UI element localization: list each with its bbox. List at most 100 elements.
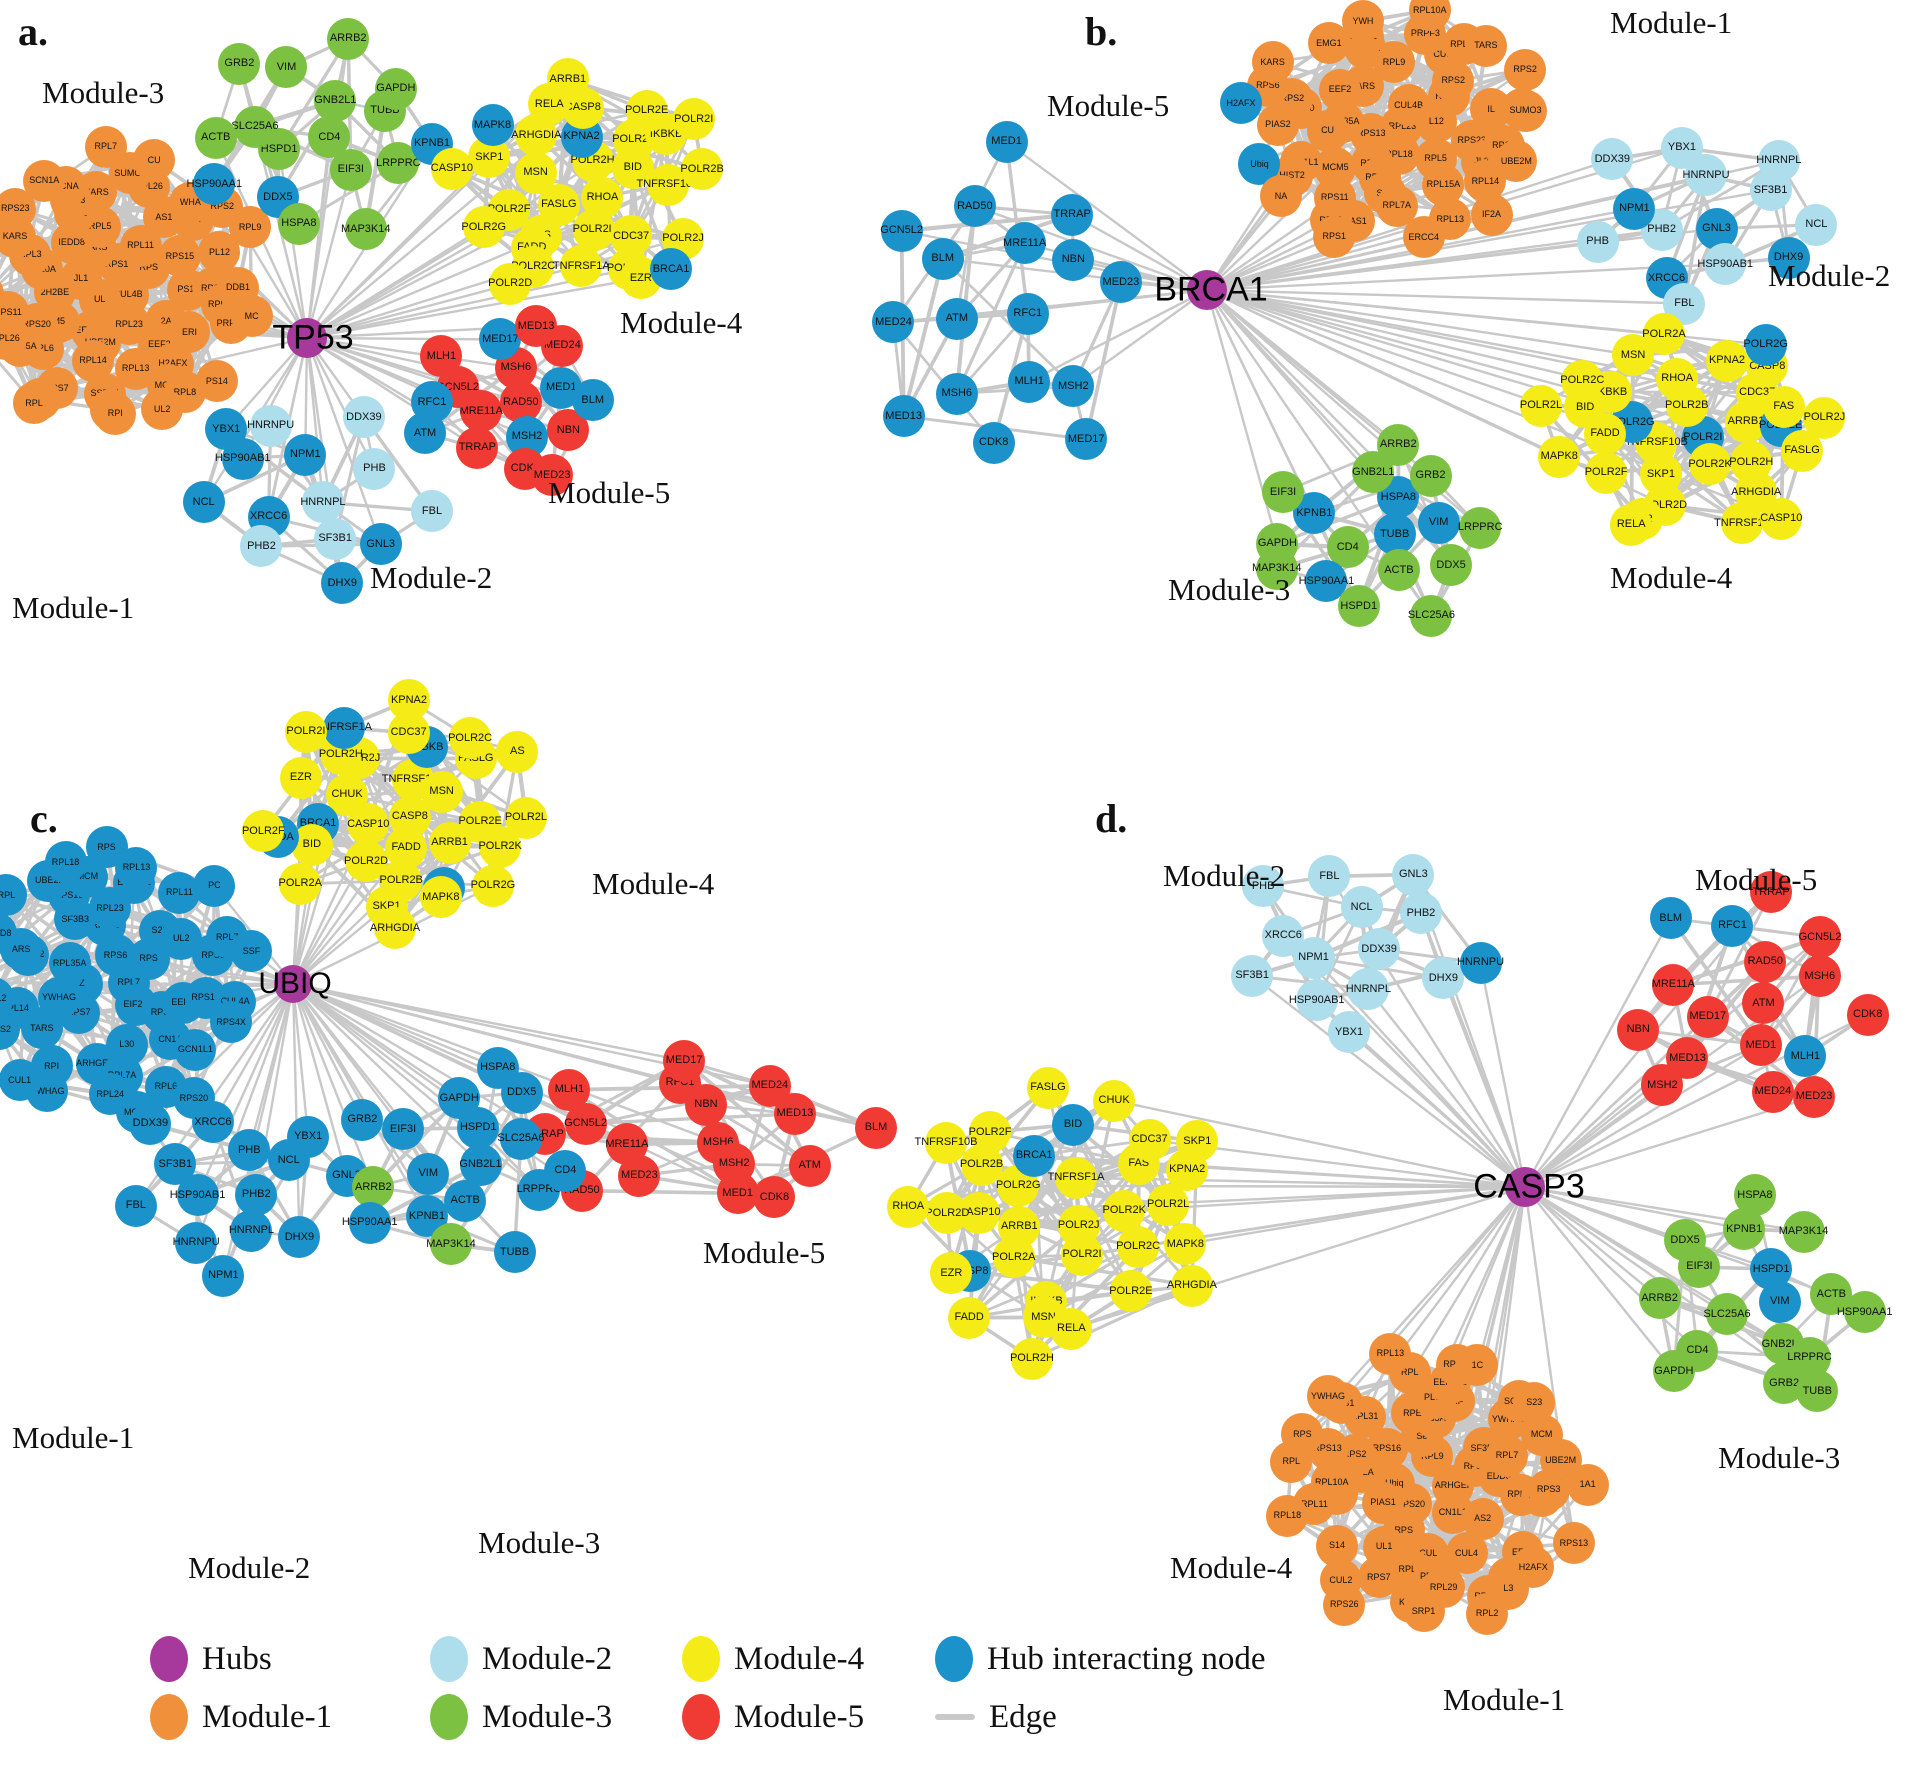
d-m5-med17[interactable]: MED17 (1686, 995, 1729, 1038)
b-m1-if2a[interactable]: IF2A (1470, 193, 1513, 236)
c-m5-med1[interactable]: MED1 (716, 1172, 759, 1215)
a-m2-hnrnpl[interactable]: HNRNPL (300, 481, 346, 524)
d-m5-rfc1[interactable]: RFC1 (1711, 904, 1754, 947)
c-m2-hnrnpl[interactable]: HNRNPL (229, 1209, 274, 1252)
c-m3-hspa8[interactable]: HSPA8 (476, 1046, 519, 1089)
c-m5-atm[interactable]: ATM (788, 1144, 831, 1187)
d-m4-faslg[interactable]: FASLG (1027, 1066, 1069, 1109)
d-m4-polr2a[interactable]: POLR2A (992, 1236, 1035, 1279)
c-m1-rps[interactable]: RPS (85, 826, 128, 869)
d-m4-tnfrsf10b[interactable]: TNFRSF10B (915, 1121, 977, 1164)
c-m3-vim[interactable]: VIM (407, 1152, 450, 1195)
a-m1-rpi[interactable]: RPI (94, 392, 137, 435)
b-m5-rad50[interactable]: RAD50 (953, 185, 996, 228)
c-m2-phb2[interactable]: PHB2 (235, 1173, 278, 1216)
b-m4-fas[interactable]: FAS (1762, 385, 1805, 428)
a-m4-polr2e[interactable]: POLR2E (625, 89, 668, 132)
b-m5-med17[interactable]: MED17 (1065, 418, 1108, 461)
a-m1-mc[interactable]: MC (230, 295, 273, 338)
b-m2-hsp90ab1[interactable]: HSP90AB1 (1697, 243, 1753, 286)
a-m3-grb2[interactable]: GRB2 (218, 42, 261, 85)
a-m1-ps14[interactable]: PS14 (195, 360, 238, 403)
a-m2-hnrnpu[interactable]: HNRNPU (247, 404, 294, 447)
b-m1-pias2[interactable]: PIAS2 (1256, 103, 1299, 146)
d-m5-rad50[interactable]: RAD50 (1744, 940, 1787, 983)
c-m1-cul1[interactable]: CUL1 (0, 1059, 41, 1102)
c-m2-ddx39[interactable]: DDX39 (129, 1102, 172, 1145)
d-m3-hsp90aa1[interactable]: HSP90AA1 (1837, 1291, 1893, 1334)
d-m5-gcn5l2[interactable]: GCN5L2 (1799, 916, 1841, 959)
d-m3-hspa8[interactable]: HSPA8 (1733, 1174, 1776, 1217)
c-m1-rpl18[interactable]: RPL18 (44, 841, 87, 884)
a-m2-phb[interactable]: PHB (353, 447, 396, 490)
b-m4-polr2l[interactable]: POLR2L (1520, 384, 1562, 427)
d-m1-srp1[interactable]: SRP1 (1402, 1590, 1445, 1633)
c-m3-tubb[interactable]: TUBB (493, 1231, 536, 1274)
d-m2-hnrnpl[interactable]: HNRNPL (1346, 968, 1391, 1011)
a-m5-atm[interactable]: ATM (404, 412, 447, 455)
b-m1-rps2[interactable]: RPS2 (1504, 48, 1547, 91)
d-m4-brca1[interactable]: BRCA1 (1013, 1134, 1056, 1177)
d-m2-ddx39[interactable]: DDX39 (1358, 928, 1401, 971)
c-m3-hsp90aa1[interactable]: HSP90AA1 (342, 1201, 398, 1244)
d-m2-xrcc6[interactable]: XRCC6 (1262, 914, 1305, 957)
a-m4-mapk8[interactable]: MAPK8 (471, 104, 514, 146)
b-m2-phb[interactable]: PHB (1576, 220, 1619, 263)
a-m4-arrb1[interactable]: ARRB1 (546, 58, 589, 101)
c-m2-npm1[interactable]: NPM1 (202, 1254, 245, 1297)
b-m3-actb[interactable]: ACTB (1377, 549, 1420, 592)
c-m5-med23[interactable]: MED23 (618, 1154, 661, 1197)
b-m5-med24[interactable]: MED24 (872, 301, 915, 344)
d-m4-tnfrsf1a[interactable]: TNFRSF1A (1048, 1156, 1104, 1199)
c-m4-polr2g[interactable]: POLR2G (471, 864, 515, 907)
d-m2-ybx1[interactable]: YBX1 (1328, 1011, 1371, 1054)
a-m3-vim[interactable]: VIM (265, 46, 308, 89)
b-m3-arrb2[interactable]: ARRB2 (1377, 423, 1420, 466)
a-m2-ybx1[interactable]: YBX1 (205, 408, 248, 451)
d-m5-atm[interactable]: ATM (1742, 982, 1785, 1025)
c-m4-tnfrsf1a[interactable]: TNFRSF1A (315, 706, 372, 749)
b-hub-brca1[interactable] (1187, 270, 1227, 310)
b-m5-med1[interactable]: MED1 (985, 120, 1028, 163)
d-m1-1c[interactable]: 1C (1456, 1344, 1499, 1387)
d-m1-rps13[interactable]: RPS13 (1552, 1522, 1595, 1565)
a-m4-brca1[interactable]: BRCA1 (650, 248, 693, 291)
b-m4-polr2g[interactable]: POLR2G (1743, 323, 1788, 366)
d-m2-hsp90ab1[interactable]: HSP90AB1 (1289, 979, 1345, 1022)
d-m4-skp1[interactable]: SKP1 (1176, 1120, 1219, 1163)
b-m5-atm[interactable]: ATM (935, 297, 978, 340)
d-m4-polr2c[interactable]: POLR2C (1116, 1225, 1160, 1268)
d-m4-arhgdia[interactable]: ARHGDIA (1167, 1264, 1217, 1307)
b-m5-rfc1[interactable]: RFC1 (1006, 292, 1049, 335)
d-m1-rpl13[interactable]: RPL13 (1369, 1332, 1412, 1375)
d-m5-med24[interactable]: MED24 (1751, 1070, 1794, 1113)
c-m4-polr2i[interactable]: POLR2I (284, 710, 327, 753)
b-m2-ybx1[interactable]: YBX1 (1660, 126, 1703, 169)
a-m3-gnb2l1[interactable]: GNB2L1 (314, 79, 356, 122)
b-m4-polr2f[interactable]: POLR2F (1585, 451, 1627, 494)
c-m3-grb2[interactable]: GRB2 (341, 1098, 384, 1141)
d-m3-slc25a6[interactable]: SLC25A6 (1703, 1293, 1751, 1336)
b-m5-msh2[interactable]: MSH2 (1052, 365, 1095, 408)
a-m4-msn[interactable]: MSN (514, 151, 557, 194)
a-m5-trrap[interactable]: TRRAP (456, 426, 499, 469)
c-m4-msn[interactable]: MSN (420, 770, 463, 813)
b-m5-trrap[interactable]: TRRAP (1051, 193, 1094, 236)
a-m5-med13[interactable]: MED13 (515, 305, 558, 347)
d-m2-phb2[interactable]: PHB2 (1399, 892, 1442, 935)
b-m3-slc25a6[interactable]: SLC25A6 (1408, 594, 1455, 637)
d-m5-blm[interactable]: BLM (1649, 897, 1692, 940)
c-m3-eif3i[interactable]: EIF3I (382, 1108, 425, 1151)
a-m2-phb2[interactable]: PHB2 (240, 525, 283, 568)
d-m4-chuk[interactable]: CHUK (1093, 1079, 1136, 1122)
d-m4-fadd[interactable]: FADD (948, 1296, 991, 1339)
b-m1-na[interactable]: NA (1260, 175, 1303, 218)
c-m4-polr2a[interactable]: POLR2A (279, 862, 322, 905)
d-m3-map3k14[interactable]: MAP3K14 (1779, 1210, 1828, 1253)
c-m1-rps4x[interactable]: RPS4X (210, 1001, 253, 1044)
b-m2-ncl[interactable]: NCL (1795, 203, 1838, 246)
c-m3-actb[interactable]: ACTB (444, 1179, 487, 1222)
d-m2-hnrnpu[interactable]: HNRNPU (1457, 941, 1504, 984)
b-m1-h2afx[interactable]: H2AFX (1220, 82, 1263, 125)
c-m2-xrcc6[interactable]: XRCC6 (191, 1101, 234, 1144)
